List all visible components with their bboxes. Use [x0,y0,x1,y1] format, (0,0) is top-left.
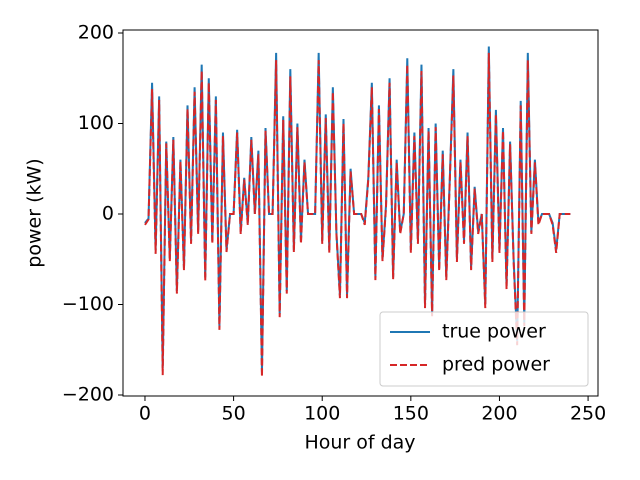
y-tick-label: 200 [78,21,114,43]
plot-frame [122,29,599,397]
y-tick-label: 0 [102,202,114,224]
y-axis-label: power (kW) [24,158,46,267]
legend-label: true power [442,321,546,343]
y-tick-label: 100 [78,112,114,134]
data-line [144,52,571,377]
y-tick-label: −100 [62,293,114,315]
x-axis-label: Hour of day [304,432,415,454]
legend-label: pred power [442,354,550,376]
y-tick-label: −200 [62,384,114,406]
x-tick-label: 0 [139,403,151,425]
legend-box [379,311,589,387]
x-tick-label: 150 [393,403,429,425]
x-tick-label: 100 [304,403,340,425]
x-tick-label: 50 [222,403,246,425]
x-tick-label: 250 [570,403,606,425]
x-tick-label: 200 [481,403,517,425]
